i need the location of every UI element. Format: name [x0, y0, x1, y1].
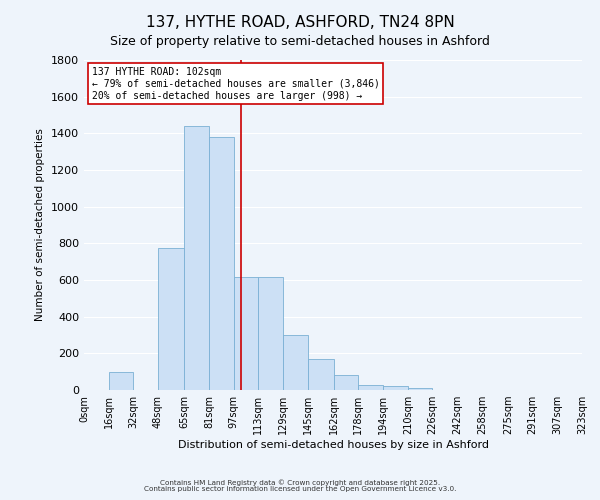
- Bar: [358, 384, 383, 390]
- Text: 137, HYTHE ROAD, ASHFORD, TN24 8PN: 137, HYTHE ROAD, ASHFORD, TN24 8PN: [146, 15, 454, 30]
- Text: Contains HM Land Registry data © Crown copyright and database right 2025.
Contai: Contains HM Land Registry data © Crown c…: [144, 479, 456, 492]
- Bar: [258, 277, 283, 390]
- Bar: [233, 277, 258, 390]
- Bar: [184, 126, 209, 390]
- Text: Size of property relative to semi-detached houses in Ashford: Size of property relative to semi-detach…: [110, 35, 490, 48]
- Bar: [209, 137, 233, 390]
- X-axis label: Distribution of semi-detached houses by size in Ashford: Distribution of semi-detached houses by …: [178, 440, 488, 450]
- Bar: [308, 359, 334, 390]
- Bar: [334, 376, 358, 390]
- Y-axis label: Number of semi-detached properties: Number of semi-detached properties: [35, 128, 46, 322]
- Text: 137 HYTHE ROAD: 102sqm
← 79% of semi-detached houses are smaller (3,846)
20% of : 137 HYTHE ROAD: 102sqm ← 79% of semi-det…: [92, 68, 380, 100]
- Bar: [158, 248, 184, 390]
- Bar: [109, 372, 133, 390]
- Bar: [408, 388, 433, 390]
- Bar: [383, 386, 408, 390]
- Bar: [283, 335, 308, 390]
